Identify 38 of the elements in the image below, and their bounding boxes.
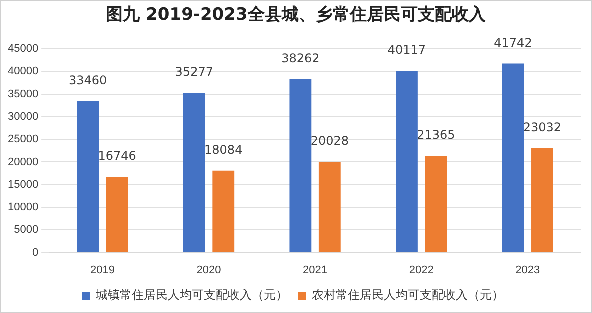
bar	[290, 80, 312, 252]
y-tick-label: 25000	[8, 134, 39, 146]
bar	[425, 156, 448, 252]
y-tick-label: 15000	[8, 178, 39, 191]
x-tick-label: 2021	[303, 264, 328, 276]
y-tick-label: 0	[32, 246, 39, 259]
data-label: 33460	[69, 73, 108, 88]
y-tick-label: 5000	[14, 224, 39, 236]
data-label: 38262	[282, 52, 320, 66]
legend-label: 农村常住居民人均可支配收入（元）	[312, 288, 504, 302]
data-label: 41742	[494, 36, 532, 50]
chart-title: 图九 2019-2023全县城、乡常住居民可支配收入	[105, 4, 487, 25]
y-tick-label: 40000	[8, 66, 39, 78]
data-label: 40117	[388, 43, 426, 58]
bar	[396, 71, 418, 252]
data-label: 21365	[417, 128, 456, 142]
x-tick-label: 2023	[516, 264, 540, 276]
data-label: 23032	[523, 120, 562, 135]
y-tick-label: 10000	[8, 202, 39, 214]
bar	[532, 148, 554, 252]
data-label: 18084	[204, 143, 243, 158]
y-tick-label: 45000	[8, 43, 39, 56]
bar	[183, 93, 206, 252]
bar	[77, 101, 100, 252]
bar	[502, 64, 524, 252]
y-tick-label: 20000	[8, 156, 39, 168]
x-tick-label: 2019	[90, 264, 115, 276]
x-tick-label: 2022	[409, 264, 434, 276]
data-label: 20028	[310, 134, 349, 148]
bar	[318, 162, 341, 252]
bar	[212, 170, 235, 252]
legend-label: 城镇常住居民人均可支配收入（元）	[95, 288, 288, 302]
y-tick-label: 30000	[8, 110, 39, 123]
x-tick-label: 2020	[196, 264, 222, 276]
data-label: 16746	[98, 149, 136, 164]
bar	[106, 176, 128, 252]
y-tick-label: 35000	[8, 88, 39, 100]
data-label: 35277	[175, 65, 214, 80]
